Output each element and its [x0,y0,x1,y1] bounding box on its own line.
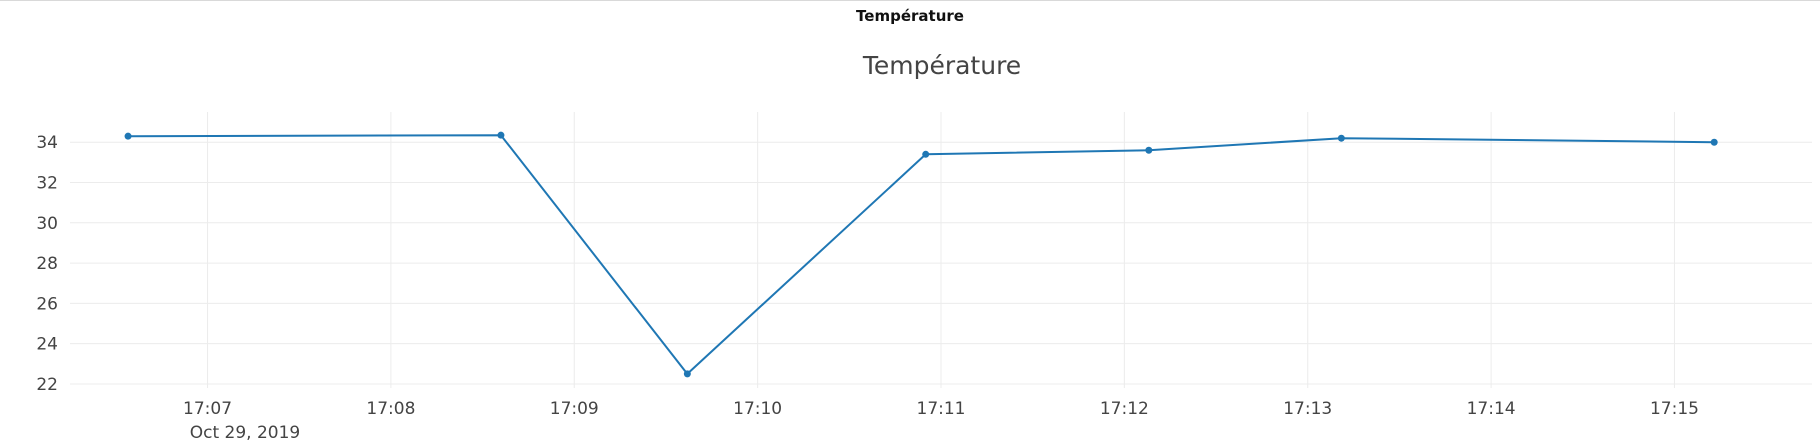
data-point[interactable] [124,132,132,140]
x-tick-label: 17:10 [733,399,782,419]
data-point[interactable] [1337,134,1345,142]
x-tick-label: 17:11 [917,399,966,419]
data-point[interactable] [497,131,505,139]
x-axis-ticks: 17:07 17:08 17:09 17:10 17:11 17:12 17:13 17:14… [183,399,1699,419]
data-point[interactable] [1710,138,1718,146]
y-tick-label: 32 [36,174,58,194]
data-point[interactable] [1145,146,1153,154]
grid-lines [70,112,1812,388]
panel-top-border [0,0,1820,1]
y-axis-ticks: 22 24 26 28 30 32 34 [36,133,58,395]
y-tick-label: 22 [36,375,58,395]
x-tick-label: 17:12 [1100,399,1149,419]
x-tick-label: 17:13 [1283,399,1332,419]
chart-title: Température [862,51,1021,80]
series-layer[interactable] [124,131,1718,378]
x-axis-date-label: Oct 29, 2019 [190,423,301,443]
x-tick-label: 17:08 [366,399,415,419]
panel-title: Température [856,7,964,25]
y-tick-label: 34 [36,133,58,153]
y-tick-label: 24 [36,335,58,355]
x-tick-label: 17:15 [1650,399,1699,419]
data-point[interactable] [922,150,930,158]
x-tick-label: 17:14 [1467,399,1516,419]
x-tick-label: 17:09 [550,399,599,419]
data-point[interactable] [683,370,691,378]
y-tick-label: 28 [36,254,58,274]
y-tick-label: 26 [36,294,58,314]
x-tick-label: 17:07 [183,399,232,419]
series-line [128,134,1715,376]
y-tick-label: 30 [36,214,58,234]
